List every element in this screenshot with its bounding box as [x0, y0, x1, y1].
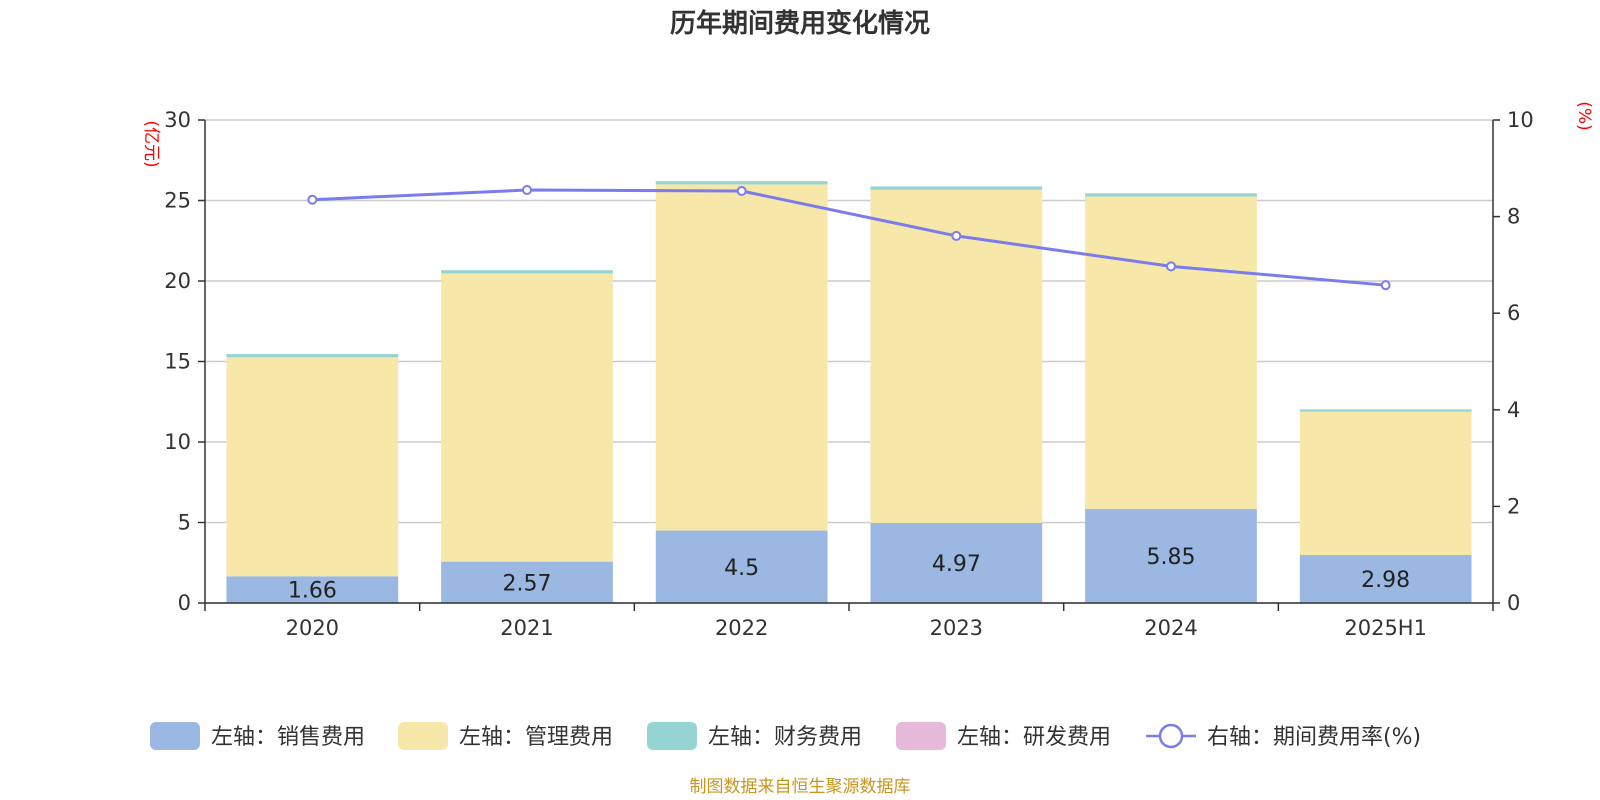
x-tick-label: 2023 [930, 616, 983, 640]
grid-lines [205, 119, 1493, 604]
legend-label[interactable]: 左轴：财务费用 [708, 725, 862, 750]
rate-point [1380, 280, 1391, 291]
bar-value-label: 4.97 [932, 552, 981, 577]
rate-point [1166, 261, 1176, 272]
legend-label[interactable]: 右轴：期间费用率(%) [1207, 725, 1421, 750]
rate-point [522, 185, 532, 196]
bar-segment [1085, 508, 1257, 603]
bar-segment [441, 270, 613, 274]
left-tick-label: 30 [164, 108, 191, 132]
legend-swatch[interactable] [150, 722, 200, 750]
legend: 左轴：销售费用 左轴：管理费用 左轴：财务费用 左轴：研发费用 右轴：期间费用率(%) [150, 722, 1421, 750]
right-tick-label: 10 [1507, 108, 1534, 132]
left-tick-label: 0 [178, 591, 191, 615]
right-axis-unit: (%) [1574, 101, 1594, 130]
legend-label[interactable]: 左轴：管理费用 [459, 725, 613, 750]
bar-segment [655, 181, 828, 185]
axes: 0 5 10 15 20 25 30 0 2 4 6 8 10 2020 2021 2022 2023 2024 2… [164, 108, 1533, 640]
left-tick-label: 25 [164, 189, 191, 213]
bar-segment [441, 273, 613, 562]
x-tick-label: 2021 [500, 616, 553, 640]
bar-segment [655, 184, 828, 531]
legend-swatch[interactable] [398, 722, 448, 750]
x-tick-label: 2020 [286, 616, 339, 640]
right-tick-label: 2 [1507, 494, 1520, 518]
bars [226, 181, 1472, 603]
bar-segment [226, 354, 399, 358]
bar-segment [226, 576, 399, 603]
bar-segment [1085, 196, 1257, 509]
legend-marker[interactable] [1158, 723, 1184, 749]
bar-segment [226, 357, 399, 577]
bar-value-label: 1.66 [288, 579, 337, 604]
rate-point [307, 194, 318, 205]
chart-title: 历年期间费用变化情况 [670, 8, 930, 39]
rate-point [951, 230, 962, 241]
bar-value-label: 4.5 [724, 556, 759, 581]
left-tick-label: 5 [178, 511, 191, 535]
x-tick-label: 2024 [1144, 616, 1197, 640]
rate-line-path [312, 188, 1386, 287]
data-labels: 1.66 2.57 4.5 4.97 5.85 2.98 [288, 545, 1410, 604]
x-tick-label: 2022 [715, 616, 768, 640]
left-tick-label: 15 [164, 350, 191, 374]
legend-swatch[interactable] [896, 722, 946, 750]
bar-value-label: 2.98 [1361, 568, 1410, 593]
legend-label[interactable]: 左轴：研发费用 [957, 725, 1111, 750]
left-tick-label: 20 [164, 269, 191, 293]
right-tick-label: 6 [1507, 301, 1520, 325]
bar-value-label: 5.85 [1147, 545, 1196, 570]
source-note: 制图数据来自恒生聚源数据库 [690, 777, 911, 797]
legend-swatch[interactable] [647, 722, 697, 750]
rate-point [736, 186, 747, 197]
bar-segment [1299, 555, 1472, 603]
bar-value-label: 2.57 [503, 571, 552, 596]
bar-segment [1299, 411, 1472, 556]
bar-segment [441, 561, 613, 603]
bar-segment [1299, 409, 1472, 412]
bar-segment [870, 186, 1043, 190]
right-tick-label: 4 [1507, 398, 1520, 422]
bar-segment [655, 530, 828, 603]
right-tick-label: 0 [1507, 591, 1520, 615]
x-tick-label: 2025H1 [1344, 616, 1427, 640]
legend-label[interactable]: 左轴：销售费用 [211, 725, 365, 750]
right-tick-label: 8 [1507, 205, 1520, 229]
bar-segment [870, 522, 1043, 603]
bar-segment [1085, 193, 1257, 197]
left-tick-label: 10 [164, 430, 191, 454]
rate-line [307, 185, 1391, 291]
left-axis-unit: (亿元) [141, 120, 161, 167]
